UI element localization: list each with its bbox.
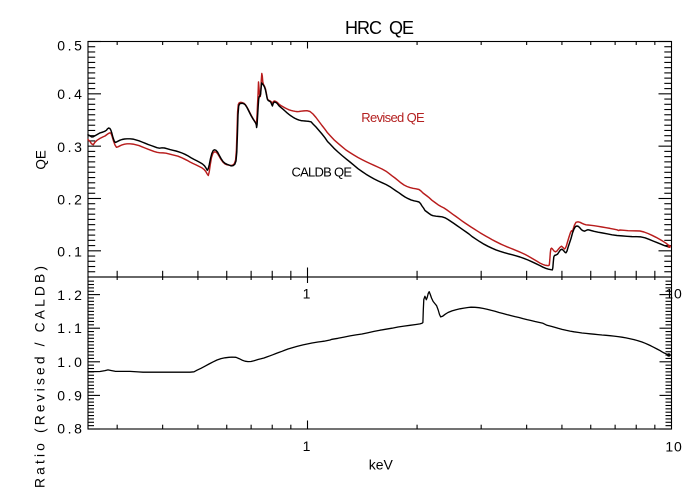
svg-text:1.0: 1.0	[57, 354, 84, 370]
svg-text:1: 1	[303, 286, 311, 302]
svg-text:0.5: 0.5	[57, 38, 84, 54]
svg-text:0.1: 0.1	[57, 244, 84, 260]
svg-text:CALDB QE: CALDB QE	[292, 164, 353, 179]
svg-text:1: 1	[303, 438, 311, 454]
svg-text:1.1: 1.1	[57, 320, 84, 336]
svg-text:Ratio (Revised / CALDB): Ratio (Revised / CALDB)	[33, 266, 48, 488]
svg-text:0.2: 0.2	[57, 191, 84, 207]
svg-text:HRC QE: HRC QE	[345, 18, 414, 38]
svg-text:10: 10	[665, 439, 682, 455]
svg-text:Revised QE: Revised QE	[361, 110, 425, 125]
svg-text:0.9: 0.9	[57, 388, 84, 404]
svg-text:0.8: 0.8	[57, 421, 84, 437]
svg-text:10: 10	[665, 286, 682, 302]
svg-text:0.3: 0.3	[57, 139, 84, 155]
svg-text:keV: keV	[369, 456, 394, 472]
svg-text:1.2: 1.2	[57, 287, 84, 303]
svg-text:0.4: 0.4	[57, 86, 84, 102]
svg-text:QE: QE	[33, 150, 48, 170]
